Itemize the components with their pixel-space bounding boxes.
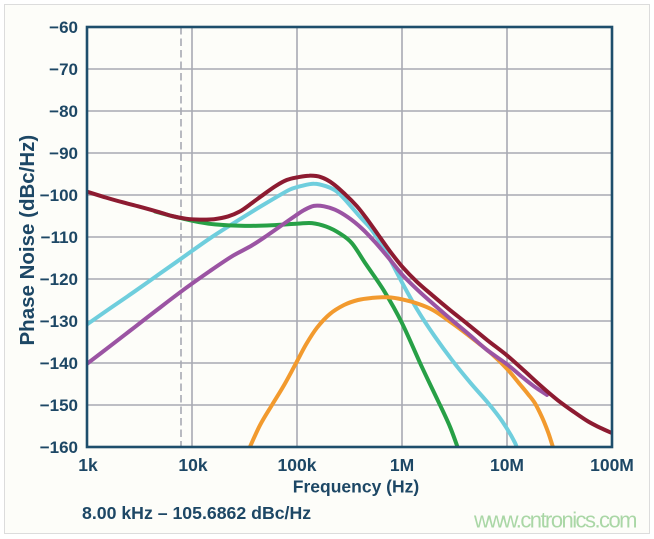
svg-text:Frequency (Hz): Frequency (Hz) — [293, 477, 419, 497]
svg-text:−150: −150 — [40, 396, 78, 415]
svg-text:−160: −160 — [40, 438, 78, 457]
svg-text:−120: −120 — [40, 270, 78, 289]
svg-text:www.cntronics.com: www.cntronics.com — [473, 508, 636, 533]
svg-text:−100: −100 — [40, 186, 78, 205]
svg-text:8.00 kHz – 105.6862 dBc/Hz: 8.00 kHz – 105.6862 dBc/Hz — [82, 503, 311, 523]
svg-text:10M: 10M — [490, 455, 524, 475]
svg-text:−90: −90 — [49, 144, 78, 163]
svg-text:10k: 10k — [178, 455, 207, 475]
svg-text:−130: −130 — [40, 312, 78, 331]
svg-text:1k: 1k — [78, 455, 98, 475]
svg-text:−70: −70 — [49, 60, 78, 79]
svg-text:1M: 1M — [390, 455, 414, 475]
svg-text:−60: −60 — [49, 18, 78, 37]
svg-text:100k: 100k — [278, 455, 317, 475]
svg-text:Phase Noise (dBc/Hz): Phase Noise (dBc/Hz) — [16, 135, 39, 346]
svg-text:−80: −80 — [49, 102, 78, 121]
svg-text:100M: 100M — [590, 455, 634, 475]
svg-text:−110: −110 — [41, 228, 78, 247]
svg-text:−140: −140 — [40, 354, 78, 373]
